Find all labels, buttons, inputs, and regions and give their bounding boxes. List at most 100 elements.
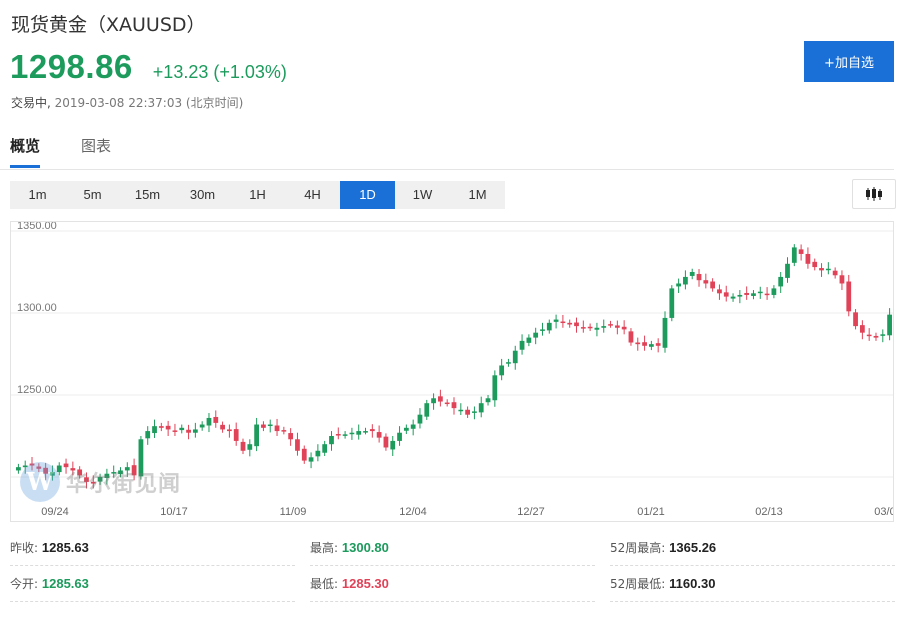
- candle-body: [424, 403, 430, 417]
- candle-body: [805, 253, 811, 264]
- candle-body: [220, 424, 225, 430]
- candle-body: [723, 292, 729, 297]
- timestamp: 2019-03-08 22:37:03 (北京时间): [54, 96, 244, 110]
- candle-body: [608, 324, 613, 326]
- candle-body: [744, 292, 750, 295]
- candle-body: [233, 429, 239, 441]
- candle-body: [458, 409, 464, 412]
- candle-body: [866, 334, 872, 337]
- candle-body: [655, 343, 661, 346]
- candle-body: [288, 433, 294, 440]
- candle-body: [417, 414, 423, 424]
- period-1mo[interactable]: 1M: [468, 187, 487, 202]
- candle-body: [703, 280, 709, 284]
- candle-body: [43, 467, 49, 474]
- candle-body: [322, 444, 328, 453]
- candle-body: [158, 426, 164, 428]
- add-to-watchlist-button[interactable]: +加自选: [804, 41, 894, 82]
- candle-body: [832, 270, 838, 276]
- period-5m[interactable]: 5m: [83, 187, 102, 202]
- candle-body: [778, 276, 784, 287]
- candle-body: [50, 472, 55, 476]
- candle-body: [676, 283, 681, 287]
- candle-body: [111, 472, 117, 474]
- candle-body: [124, 467, 130, 471]
- candle-body: [118, 470, 123, 475]
- candle-body: [77, 469, 83, 476]
- stat-prev-close: 昨收: 1285.63: [10, 531, 295, 566]
- candle-body: [390, 440, 396, 450]
- candle-body: [859, 325, 865, 333]
- candle-body: [512, 350, 518, 364]
- candle-body: [485, 398, 491, 403]
- candle-body: [492, 375, 498, 401]
- period-1d[interactable]: 1D: [340, 181, 395, 209]
- candle-body: [165, 425, 171, 430]
- candle-body: [553, 319, 559, 322]
- candle-body: [825, 268, 831, 271]
- candle-body: [819, 268, 824, 271]
- candle-body: [710, 281, 716, 289]
- candle-body: [839, 275, 845, 284]
- tab-overview[interactable]: 概览: [10, 135, 41, 168]
- x-tick-label: 03/0: [874, 506, 894, 518]
- candle-body: [383, 436, 389, 448]
- candle-body: [240, 441, 246, 451]
- candle-body: [90, 481, 96, 484]
- candle-body: [199, 424, 205, 428]
- tab-bar: 概览 图表: [0, 135, 894, 170]
- candle-body: [451, 402, 457, 409]
- candle-body: [540, 329, 545, 331]
- candle-body: [853, 312, 858, 327]
- candle-body: [145, 431, 151, 439]
- period-15m[interactable]: 15m: [134, 187, 161, 202]
- y-tick-label: 1300.00: [17, 302, 57, 314]
- candle-body: [152, 426, 157, 434]
- candlestick-icon: [866, 187, 882, 201]
- candle-body: [580, 327, 586, 329]
- candle-body: [138, 439, 144, 477]
- candle-body: [880, 334, 886, 336]
- candle-body: [267, 424, 273, 427]
- candle-body: [567, 322, 573, 325]
- candle-body: [737, 294, 743, 297]
- candle-body: [764, 293, 770, 296]
- candle-body: [587, 326, 593, 329]
- candle-body: [560, 321, 566, 324]
- candle-body: [635, 342, 641, 345]
- chart-type-button[interactable]: [852, 179, 896, 209]
- candle-body: [403, 427, 409, 431]
- period-1w[interactable]: 1W: [412, 187, 433, 202]
- candle-body: [131, 465, 137, 476]
- stat-low: 最低: 1285.30: [310, 567, 595, 602]
- candle-body: [499, 365, 505, 376]
- candle-body: [335, 434, 341, 436]
- candle-body: [472, 411, 477, 413]
- candle-body: [751, 293, 756, 296]
- x-tick-label: 12/04: [399, 506, 427, 518]
- candle-body: [261, 424, 266, 428]
- price-chart[interactable]: 1350.00 1300.00 1250.00 09/24 10/17 11/09 12/0…: [10, 221, 894, 522]
- candle-body: [36, 466, 42, 469]
- candle-body: [172, 430, 178, 432]
- candle-body: [594, 327, 600, 330]
- candle-body: [97, 477, 103, 482]
- period-1h[interactable]: 1H: [249, 187, 266, 202]
- period-4h[interactable]: 4H: [304, 187, 321, 202]
- candle-body: [526, 337, 532, 343]
- candle-body: [887, 314, 892, 336]
- candle-body: [519, 340, 525, 350]
- candle-body: [315, 450, 321, 457]
- stat-open: 今开: 1285.63: [10, 567, 295, 602]
- price-row: 1298.86 +13.23 (+1.03%): [10, 48, 287, 86]
- y-tick-label: 1350.00: [17, 222, 57, 232]
- candle-body: [873, 335, 879, 338]
- period-1m[interactable]: 1m: [28, 187, 47, 202]
- period-30m[interactable]: 30m: [189, 187, 216, 202]
- candle-body: [397, 432, 402, 441]
- tab-chart[interactable]: 图表: [81, 137, 112, 155]
- candle-body: [363, 431, 368, 433]
- candle-body: [601, 326, 607, 328]
- candle-body: [506, 362, 511, 364]
- stat-52w-low: 52周最低: 1160.30: [610, 567, 895, 602]
